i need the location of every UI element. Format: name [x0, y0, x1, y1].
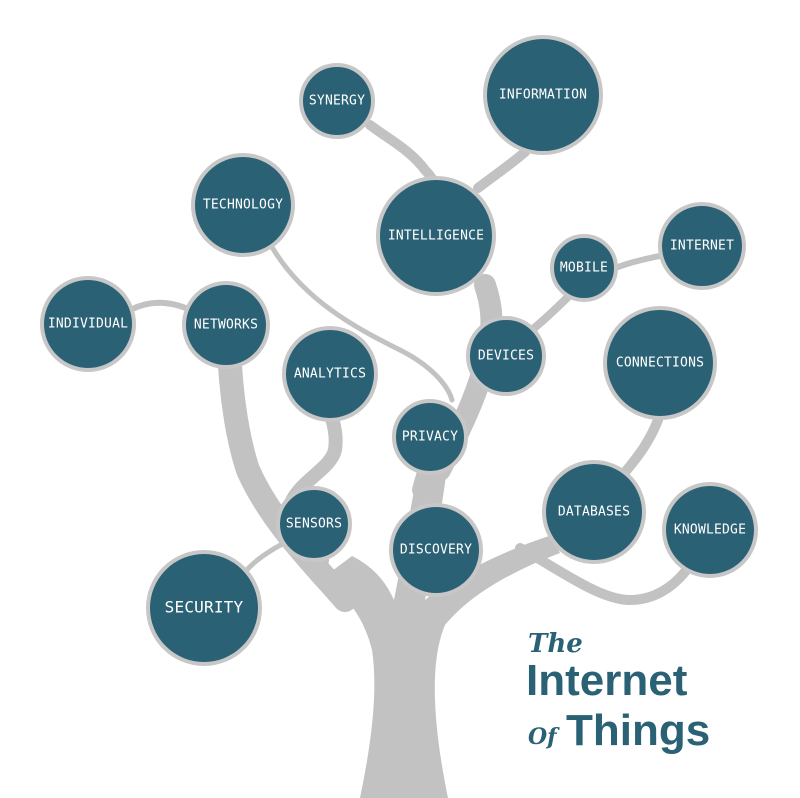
- node-mobile: MOBILE: [550, 234, 618, 302]
- node-networks: NETWORKS: [182, 281, 270, 369]
- branch-to-technology: [265, 237, 455, 403]
- diagram-nodes: SYNERGY INFORMATION TECHNOLOGY INTELLIGENCE…: [40, 35, 758, 666]
- node-internet: INTERNET: [658, 202, 746, 290]
- node-label-mobile: MOBILE: [560, 261, 608, 276]
- node-label-discovery: DISCOVERY: [400, 543, 472, 558]
- node-label-security: SECURITY: [165, 598, 244, 617]
- node-circle-privacy: [392, 399, 468, 475]
- node-circle-information: [483, 35, 603, 155]
- node-privacy: PRIVACY: [392, 399, 468, 475]
- node-circle-synergy: [299, 63, 375, 139]
- node-databases: DATABASES: [542, 460, 646, 564]
- node-knowledge: KNOWLEDGE: [662, 482, 758, 578]
- node-circle-devices: [466, 316, 546, 396]
- title-internet: Internet: [526, 656, 688, 705]
- node-intelligence: INTELLIGENCE: [376, 176, 496, 296]
- node-label-synergy: SYNERGY: [309, 94, 365, 109]
- node-sensors: SENSORS: [276, 486, 352, 562]
- node-connections: CONNECTIONS: [603, 306, 717, 420]
- node-circle-databases: [542, 460, 646, 564]
- node-analytics: ANALYTICS: [282, 326, 378, 422]
- node-circle-intelligence: [376, 176, 496, 296]
- node-circle-security: [146, 550, 262, 666]
- node-security: SECURITY: [146, 550, 262, 666]
- node-circle-sensors: [276, 486, 352, 562]
- node-label-analytics: ANALYTICS: [294, 367, 366, 382]
- node-information: INFORMATION: [483, 35, 603, 155]
- node-circle-discovery: [389, 503, 483, 597]
- node-circle-individual: [40, 276, 136, 372]
- node-circle-internet: [658, 202, 746, 290]
- title-block: The Internet Of Things: [526, 629, 710, 755]
- node-circle-knowledge: [662, 482, 758, 578]
- node-discovery: DISCOVERY: [389, 503, 483, 597]
- title-of: Of: [528, 724, 560, 750]
- node-label-internet: INTERNET: [670, 239, 734, 254]
- title-the: The: [528, 629, 583, 659]
- node-circle-connections: [603, 306, 717, 420]
- title-things: Things: [566, 706, 710, 755]
- branch-to-knowledge: [515, 543, 695, 606]
- node-label-information: INFORMATION: [499, 88, 587, 103]
- tree-trunk: [320, 470, 560, 798]
- node-label-intelligence: INTELLIGENCE: [388, 229, 484, 244]
- node-label-knowledge: KNOWLEDGE: [674, 523, 746, 538]
- node-label-networks: NETWORKS: [194, 318, 258, 333]
- node-label-devices: DEVICES: [478, 349, 534, 364]
- node-synergy: SYNERGY: [299, 63, 375, 139]
- node-label-individual: INDIVIDUAL: [48, 317, 128, 332]
- node-label-sensors: SENSORS: [286, 517, 342, 532]
- node-circle-technology: [191, 153, 295, 257]
- node-circle-networks: [182, 281, 270, 369]
- node-circle-analytics: [282, 326, 378, 422]
- node-individual: INDIVIDUAL: [40, 276, 136, 372]
- node-label-technology: TECHNOLOGY: [203, 198, 283, 213]
- node-devices: DEVICES: [466, 316, 546, 396]
- node-technology: TECHNOLOGY: [191, 153, 295, 257]
- branch-to-connections: [615, 415, 663, 483]
- node-label-connections: CONNECTIONS: [616, 356, 704, 371]
- node-circle-mobile: [550, 234, 618, 302]
- branch-mobile-internet: [607, 252, 668, 273]
- node-label-databases: DATABASES: [558, 505, 630, 520]
- node-label-privacy: PRIVACY: [402, 430, 458, 445]
- branch-to-information: [473, 147, 530, 193]
